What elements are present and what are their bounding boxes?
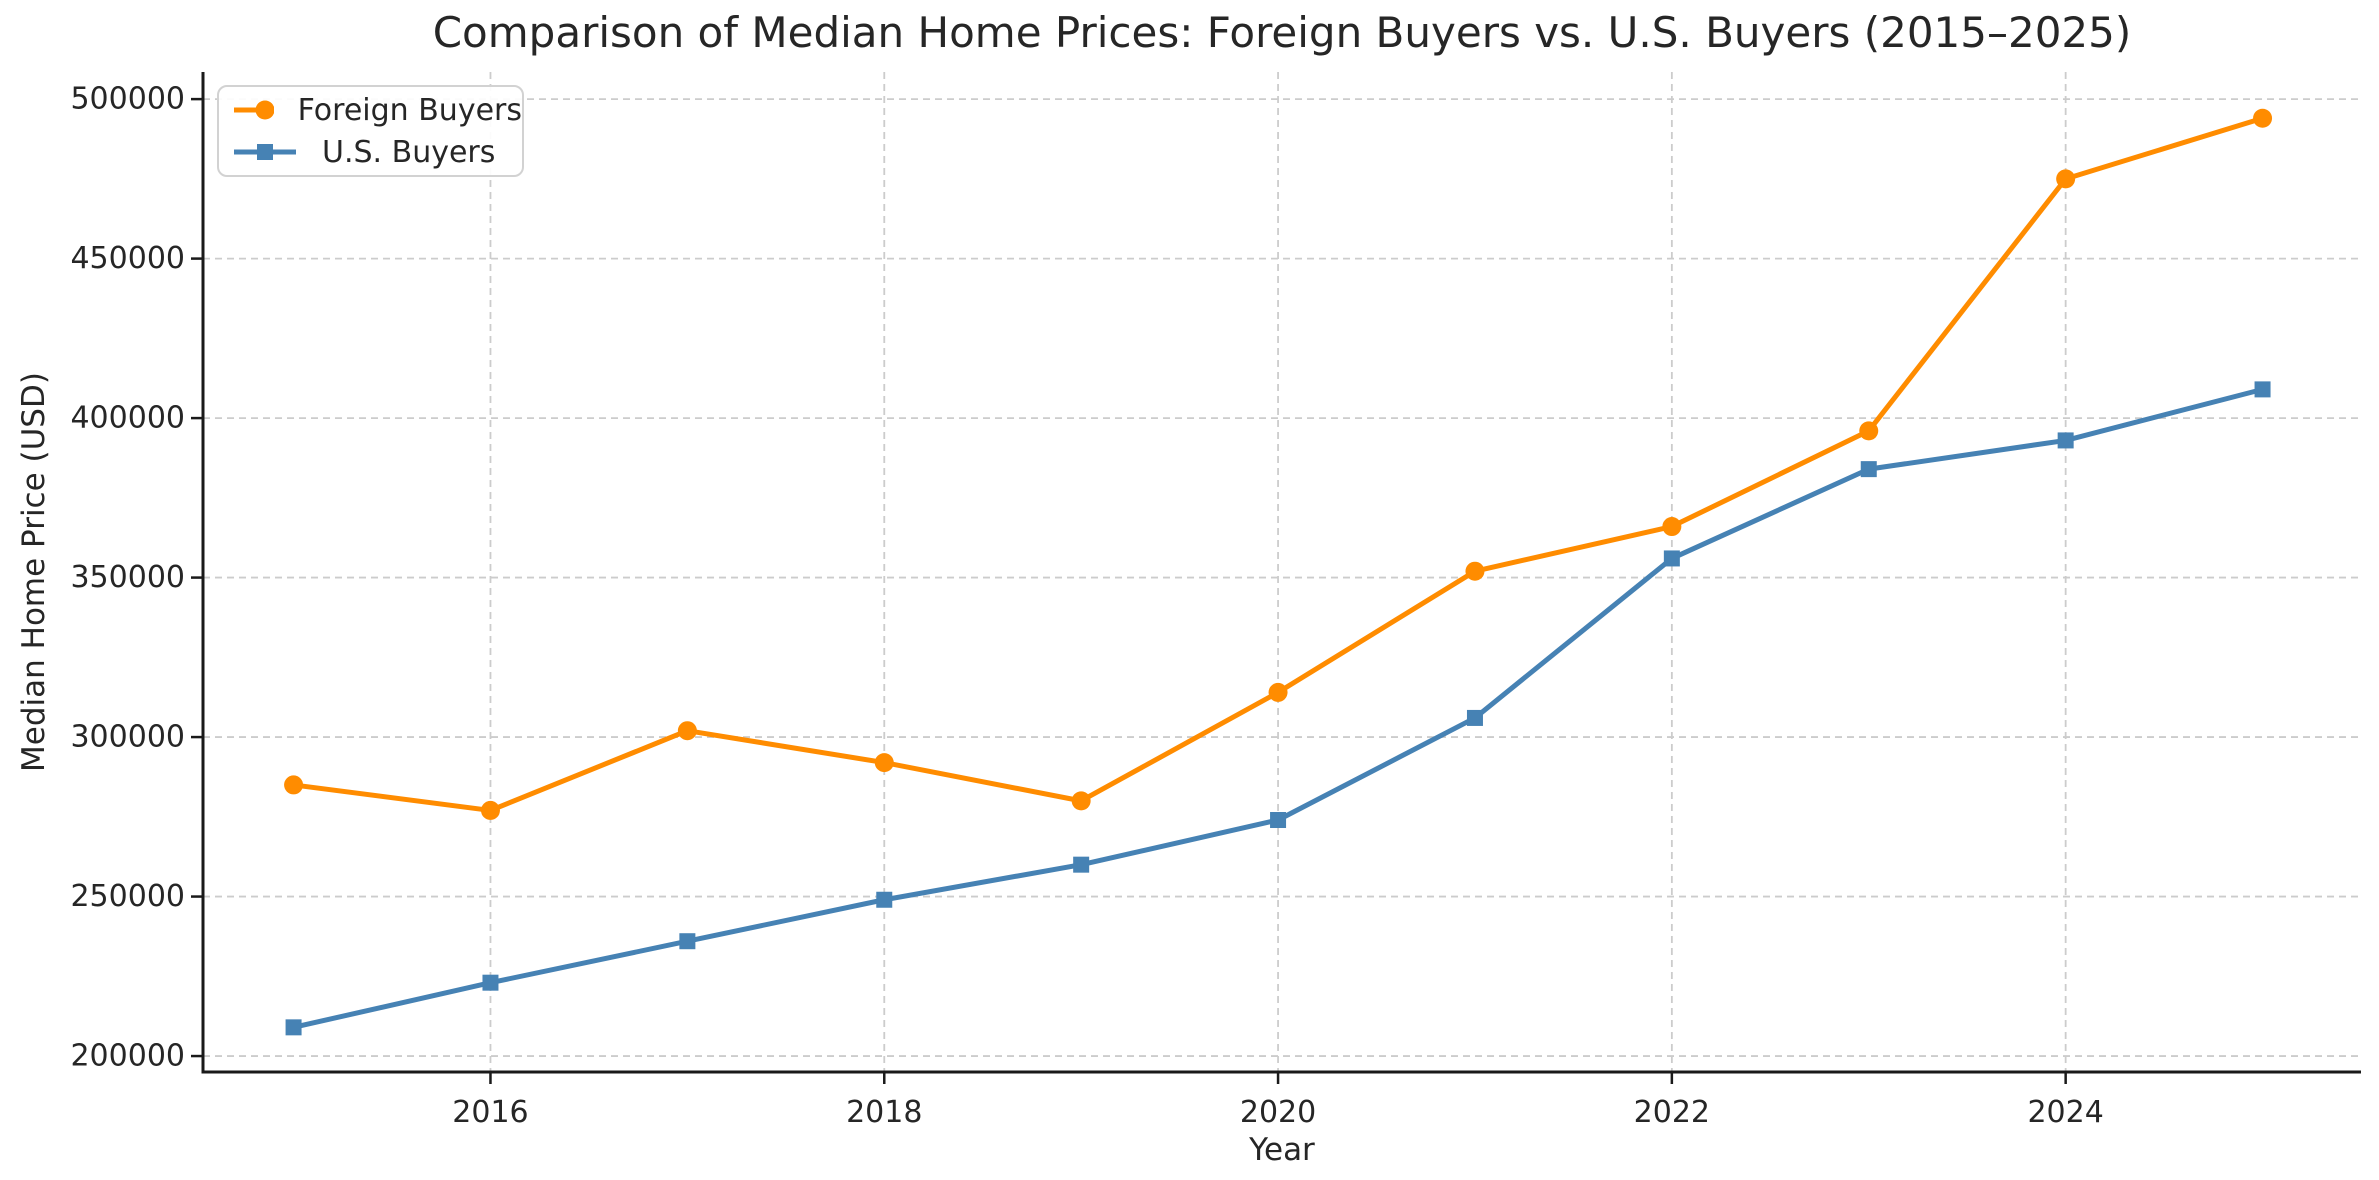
data-point-foreign-buyers — [1071, 791, 1091, 811]
x-tick-label: 2016 — [452, 1095, 528, 1130]
data-point-foreign-buyers — [1268, 682, 1288, 702]
legend-item-us-buyers: U.S. Buyers — [232, 135, 522, 170]
legend-label-us-buyers: U.S. Buyers — [322, 134, 496, 170]
data-point-foreign-buyers — [1859, 421, 1879, 441]
data-point-foreign-buyers — [874, 753, 894, 773]
y-tick-label: 450000 — [70, 241, 185, 276]
circle-marker-icon — [255, 100, 274, 120]
data-point-foreign-buyers — [284, 775, 304, 795]
data-point-foreign-buyers — [677, 721, 697, 741]
legend-swatch-us-buyers — [234, 144, 296, 160]
x-tick-label: 2022 — [1634, 1095, 1710, 1130]
chart-title: Comparison of Median Home Prices: Foreig… — [432, 8, 2132, 57]
data-point-foreign-buyers — [1662, 517, 1682, 537]
y-tick-label: 250000 — [70, 879, 185, 914]
data-point-us-buyers — [1663, 550, 1680, 567]
data-point-us-buyers — [285, 1019, 302, 1036]
y-tick-label: 500000 — [70, 82, 185, 117]
y-tick-label: 400000 — [70, 401, 185, 436]
square-marker-icon — [257, 144, 273, 160]
data-point-foreign-buyers — [2253, 108, 2273, 128]
data-point-us-buyers — [679, 933, 696, 950]
data-point-foreign-buyers — [1465, 561, 1485, 581]
legend: Foreign Buyers U.S. Buyers — [217, 85, 524, 177]
data-point-us-buyers — [2254, 381, 2271, 398]
legend-label-foreign-buyers: Foreign Buyers — [297, 92, 522, 128]
x-tick-label: 2018 — [846, 1095, 922, 1130]
legend-item-foreign-buyers: Foreign Buyers — [232, 93, 522, 128]
x-axis-label: Year — [1249, 1132, 1315, 1168]
data-point-us-buyers — [2057, 432, 2074, 449]
legend-swatch-foreign-buyers — [234, 100, 274, 120]
data-point-us-buyers — [1466, 709, 1483, 726]
y-tick-label: 350000 — [70, 560, 185, 595]
data-point-us-buyers — [482, 974, 499, 991]
x-tick-label: 2020 — [1240, 1095, 1316, 1130]
data-point-us-buyers — [1270, 812, 1287, 829]
data-point-foreign-buyers — [2056, 169, 2076, 189]
data-point-foreign-buyers — [480, 800, 500, 820]
data-point-us-buyers — [1073, 856, 1090, 873]
y-tick-label: 300000 — [70, 720, 185, 755]
x-tick-label: 2024 — [2027, 1095, 2103, 1130]
data-point-us-buyers — [1860, 461, 1877, 478]
y-tick-label: 200000 — [70, 1039, 185, 1074]
data-point-us-buyers — [876, 891, 893, 908]
